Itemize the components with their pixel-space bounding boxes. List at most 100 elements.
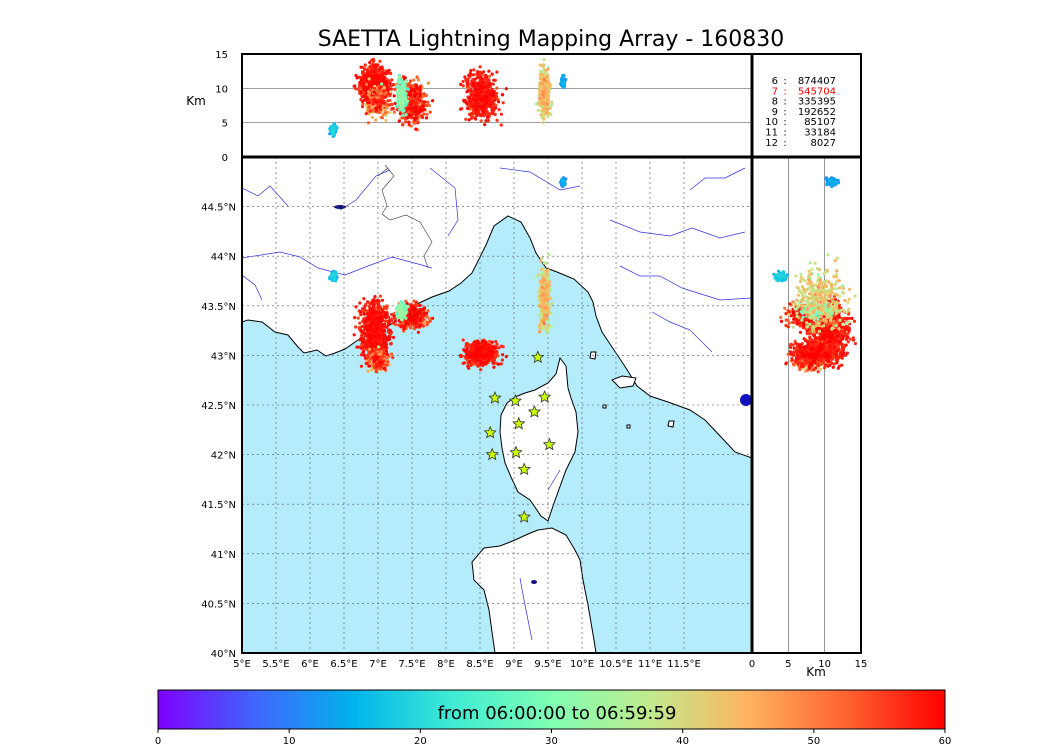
lightning-point [491,360,495,364]
lightning-point-top [548,85,552,89]
lightning-point [376,305,380,309]
lightning-point-top [471,105,475,109]
lightning-point [402,327,406,331]
station-count-legend: 6:8744077:5457048:3353959:19265210:85107… [765,76,836,149]
lightning-point-top [378,59,382,63]
lightning-point [404,316,408,320]
lightning-point-top [412,78,416,82]
lightning-point-top [542,78,546,82]
island-montecristo [626,424,631,429]
lightning-point [407,316,411,320]
station-star-icon [531,350,545,364]
lightning-point-top [480,77,484,81]
lightning-point-top [426,81,430,85]
lightning-point-top [542,101,546,105]
lightning-point-top [483,123,487,127]
lightning-point-top [398,100,402,105]
lightning-point [500,358,504,362]
lightning-point-top [392,110,396,114]
lightning-point-top [480,105,484,109]
lightning-point-top [390,102,394,106]
lightning-point-top [545,75,549,79]
lightning-point [481,349,485,353]
lightning-point [547,280,552,284]
lightning-point [388,363,392,367]
lightning-point-top [487,69,491,73]
lightning-point-top [473,77,477,81]
lightning-point-top [375,100,379,104]
lightning-point-top [368,83,372,87]
lightning-point-top [403,80,407,84]
lightning-point-top [407,113,411,117]
lightning-point-top [365,99,369,103]
map-y-tick-label: 40°N [211,649,236,660]
lightning-point [539,289,543,293]
lightning-point-top [332,131,336,135]
lightning-point-top [431,99,435,103]
lightning-point [368,307,372,311]
lightning-point [371,319,375,323]
lightning-point-top [352,84,356,88]
lightning-point-top [404,91,408,96]
lightning-point [356,316,360,320]
lightning-point [412,307,416,312]
lightning-point-top [479,98,483,102]
lightning-point [355,345,359,349]
lightning-point-top [425,100,429,104]
lightning-point-top [494,106,498,110]
lightning-point [409,303,413,307]
lightning-point [384,339,388,343]
station-star-icon [542,437,557,451]
lightning-point [363,326,367,330]
map-y-tick-label: 40.5°N [201,599,236,610]
lightning-point-top [395,84,399,88]
lightning-point-top [468,89,473,93]
lightning-point-top [361,102,365,106]
lightning-point [353,316,357,320]
lightning-point-top [364,82,368,87]
map-x-tick-label: 5°E [233,659,251,670]
lightning-point [494,340,498,344]
lightning-point-top [470,111,474,115]
lightning-point [415,304,420,308]
lightning-point-top [372,69,376,73]
lightning-point [546,290,550,294]
lightning-point-top [384,79,388,83]
lightning-point [380,298,385,302]
lightning-point [383,305,387,309]
lightning-point [411,322,415,326]
lightning-point [412,299,416,303]
lightning-point [359,353,363,357]
lightning-point-top [416,121,420,125]
lightning-point [361,336,365,340]
lightning-point-top [546,107,550,112]
altitude-top-tick-label: 10 [215,84,228,95]
lightning-point-top [469,116,474,120]
lightning-point-top [488,103,492,108]
lightning-point [538,323,542,327]
lightning-point [368,351,372,355]
lightning-point [539,298,543,302]
lightning-point [487,358,491,362]
lightning-point-top [550,100,554,104]
lightning-point [371,349,375,353]
lightning-point [544,261,548,265]
lightning-point-top [427,104,431,108]
lightning-point-top [480,81,484,85]
lightning-point-top [489,82,493,86]
lightning-point-top [377,86,381,90]
lightning-point [387,334,391,338]
lightning-point-top [476,104,480,108]
lightning-point-top [384,83,388,87]
lightning-cluster [352,294,396,368]
lightning-point [382,336,386,340]
lightning-point-top [484,90,488,94]
lightning-point-top [416,111,420,115]
lightning-point [541,303,545,307]
lightning-point-top [468,112,472,116]
lightning-point [488,349,492,353]
lightning-point-top [497,108,501,112]
lightning-point-top [415,75,419,79]
lightning-point-top [472,102,476,106]
